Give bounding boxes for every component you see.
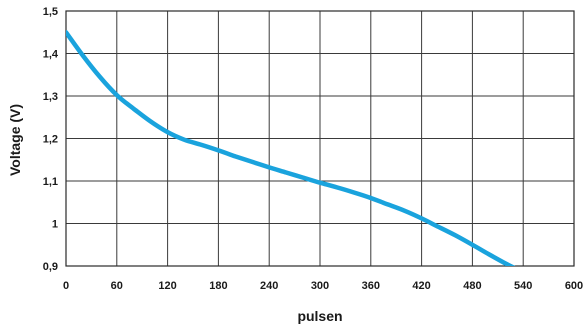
y-tick-label: 0,9	[43, 261, 58, 273]
x-tick-label: 480	[463, 280, 481, 292]
x-tick-label: 180	[209, 280, 227, 292]
y-tick-label: 1	[52, 219, 58, 231]
y-tick-label: 1,1	[43, 176, 58, 188]
x-tick-label: 240	[260, 280, 278, 292]
x-axis-ticks: 0 60 120 180 240 300 360 420 480 540 600	[63, 280, 583, 292]
x-tick-label: 120	[158, 280, 176, 292]
x-tick-label: 360	[362, 280, 380, 292]
chart-grid	[65, 10, 575, 267]
series-line-voltage	[66, 30, 516, 266]
x-tick-label: 60	[111, 280, 123, 292]
y-tick-label: 1,3	[43, 91, 58, 103]
y-axis-ticks: 0,9 1 1,1 1,2 1,3 1,4 1,5	[43, 6, 59, 273]
x-tick-label: 540	[514, 280, 532, 292]
x-tick-label: 420	[412, 280, 430, 292]
y-axis-title: Voltage (V)	[7, 104, 23, 176]
y-tick-label: 1,2	[43, 134, 58, 146]
x-axis-title: pulsen	[297, 308, 342, 324]
plot-frame	[65, 10, 575, 267]
y-tick-label: 1,4	[43, 49, 59, 61]
chart-series	[66, 30, 516, 266]
x-tick-label: 300	[311, 280, 329, 292]
x-tick-label: 600	[565, 280, 583, 292]
y-tick-label: 1,5	[43, 6, 58, 18]
x-tick-label: 0	[63, 280, 69, 292]
